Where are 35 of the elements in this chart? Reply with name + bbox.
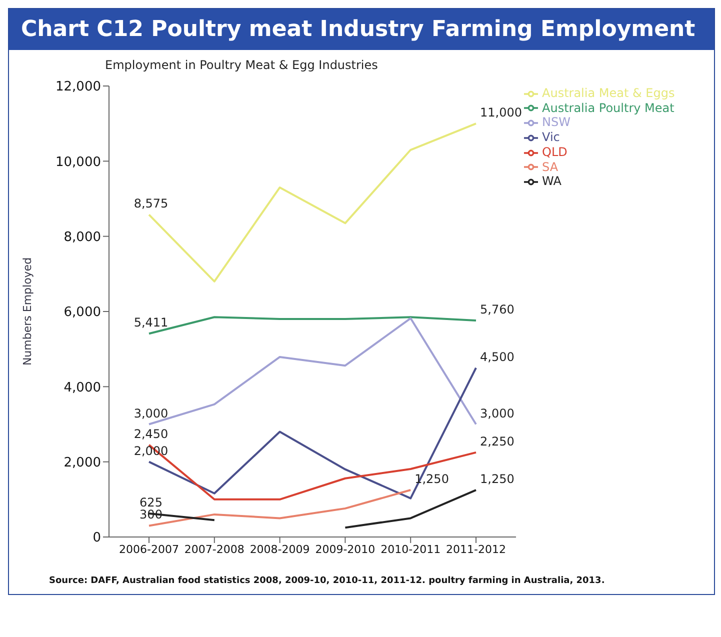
legend-label: QLD [542,144,568,159]
y-axis-title: Numbers Employed [20,257,34,366]
data-label: 1,250 [480,472,514,486]
x-tick-label: 2006-2007 [119,542,179,556]
data-label: 3,000 [134,406,168,420]
source-note: Source: DAFF, Australian food statistics 2008, 2009-10, 2010-11, 2011-12. poultry farming in Australia, 2013. [48,575,606,588]
data-label: 11,000 [480,106,522,120]
data-label: 3,000 [480,406,514,420]
data-label: 2,450 [134,426,168,441]
y-tick-label: 10,000 [56,154,101,170]
legend-label: SA [542,160,558,174]
chart-subtitle: Employment in Poultry Meat & Egg Industries [104,57,379,72]
x-tick-label: 2011-2012 [446,542,506,556]
chart-title: Chart C12 Poultry meat Industry Farming Employment [9,9,714,50]
y-tick-label: 4,000 [64,380,101,396]
y-tick-label: 6,000 [64,305,101,320]
legend-label: Australia Meat & Eggs [542,86,675,100]
y-tick-label: 8,000 [64,230,101,245]
data-label: 5,760 [480,302,514,317]
legend-label: Australia Poultry Meat [542,100,674,115]
data-label: 5,411 [134,316,168,330]
x-tick-label: 2008-2009 [250,542,310,556]
x-tick-label: 2007-2008 [184,542,244,556]
data-label: 8,575 [134,196,168,211]
data-label: 2,250 [480,434,514,448]
y-tick-label: 0 [92,530,101,546]
legend-label: WA [542,174,562,188]
data-label: 625 [140,496,162,510]
legend-label: NSW [542,115,570,130]
data-label: 4,500 [480,350,514,364]
x-tick-label: 2010-2011 [380,542,441,556]
legend-label: Vic [542,130,560,144]
y-tick-label: 12,000 [56,80,101,95]
y-tick-label: 2,000 [64,455,101,470]
x-tick-label: 2009-2010 [315,542,376,556]
